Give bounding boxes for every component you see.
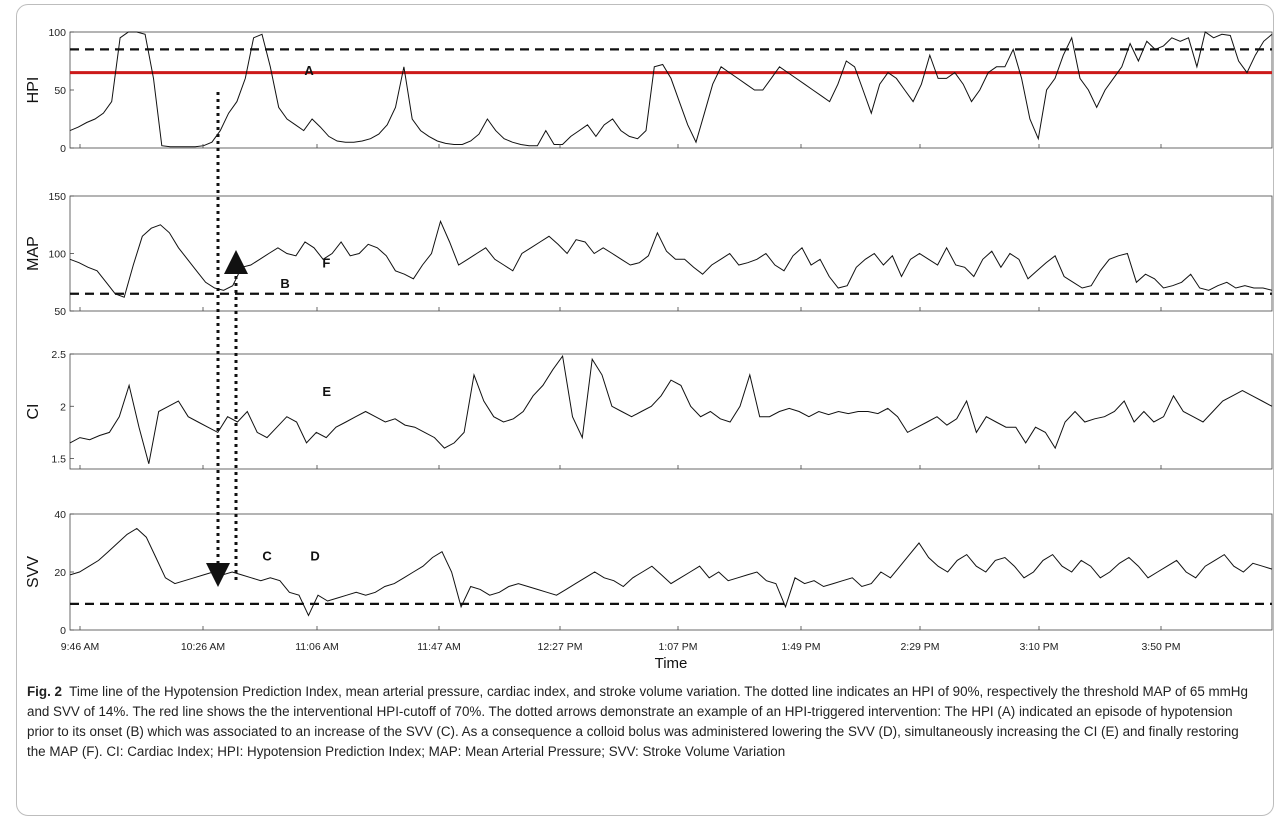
ci-ytick-label: 1.5 [51, 454, 66, 466]
ci-ytick-label: 2.5 [51, 349, 66, 361]
ci-ytick-label: 2 [60, 401, 66, 413]
annotation-b: B [280, 276, 289, 291]
svv-panel-frame [69, 513, 1273, 631]
svv-series-line [69, 527, 1273, 617]
annotation-e: E [322, 384, 331, 399]
svv-ytick-label: 0 [60, 625, 66, 637]
hpi-ytick-label: 0 [60, 143, 66, 155]
caption-text: Time line of the Hypotension Prediction … [27, 684, 1248, 759]
hpi-ytick-label: 100 [48, 27, 66, 39]
ci-axis-label: CI [25, 404, 42, 420]
svv-axis-label: SVV [25, 556, 42, 588]
svv-ytick-label: 20 [54, 567, 66, 579]
map-ytick-label: 150 [48, 191, 66, 203]
x-tick-label: 11:47 AM [417, 641, 461, 653]
map-ytick-label: 100 [48, 249, 66, 261]
ci-panel-frame [69, 353, 1273, 470]
x-tick-label: 1:49 PM [781, 641, 820, 653]
x-tick-label: 10:26 AM [181, 641, 225, 653]
x-tick-label: 3:50 PM [1141, 641, 1180, 653]
annotation-c: C [262, 548, 272, 563]
map-axis-label: MAP [25, 236, 42, 271]
annotation-a: A [304, 63, 314, 78]
figure-caption: Fig. 2 Time line of the Hypotension Pred… [27, 682, 1259, 762]
x-tick-label: 3:10 PM [1019, 641, 1058, 653]
x-tick-label: 11:06 AM [295, 641, 339, 653]
hpi-axis-label: HPI [25, 77, 42, 104]
annotation-d: D [310, 548, 319, 563]
map-series-line [69, 219, 1273, 298]
map-ytick-label: 50 [54, 306, 66, 318]
svv-ytick-label: 40 [54, 509, 66, 521]
x-tick-label: 9:46 AM [61, 641, 100, 653]
x-tick-label: 2:29 PM [900, 641, 939, 653]
annotation-f: F [322, 255, 330, 270]
hpi-ytick-label: 50 [54, 85, 66, 97]
x-tick-label: 12:27 PM [538, 641, 583, 653]
hpi-series-line [69, 31, 1273, 148]
figure-label: Fig. 2 [27, 684, 62, 699]
x-tick-label: 1:07 PM [658, 641, 697, 653]
multi-panel-chart: 0 50 100 HPI A 50 100 150 MAP B F 1.5 2 2.5 CI E 0 20 40 SV… [25, 27, 1273, 672]
x-axis-label: Time [655, 655, 688, 672]
ci-series-line [69, 354, 1273, 464]
